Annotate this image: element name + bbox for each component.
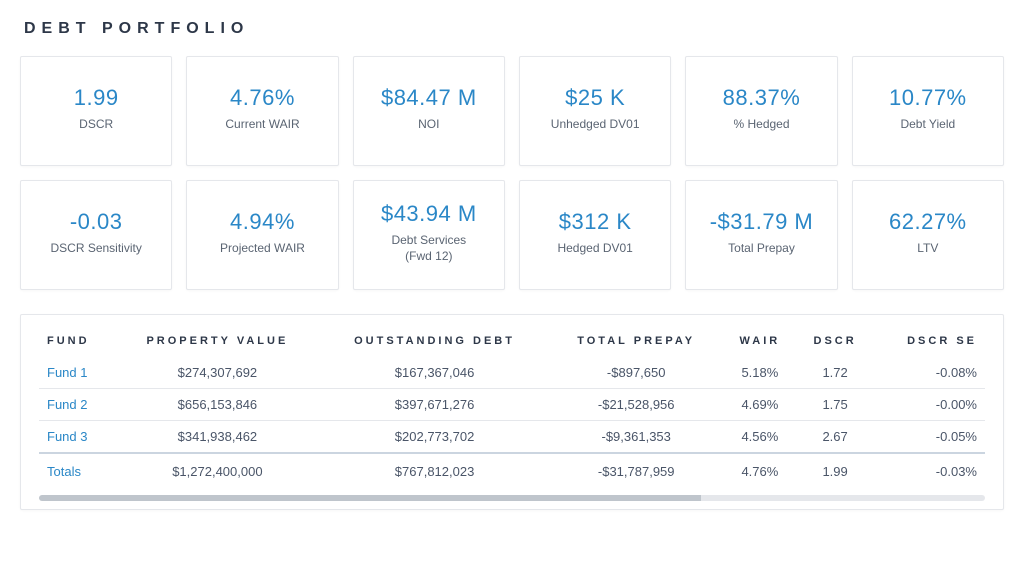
table-cell: -$897,650 <box>549 357 723 389</box>
kpi-card: -$31.79 M Total Prepay <box>685 180 837 290</box>
table-cell: $656,153,846 <box>115 389 320 421</box>
horizontal-scrollbar[interactable] <box>39 495 985 501</box>
kpi-card: 4.76% Current WAIR <box>186 56 338 166</box>
kpi-label: LTV <box>861 241 995 257</box>
table-header-cell: PROPERTY VALUE <box>115 329 320 357</box>
kpi-label: DSCR <box>29 117 163 133</box>
kpi-value: 10.77% <box>861 85 995 111</box>
kpi-value: 62.27% <box>861 209 995 235</box>
kpi-card: 1.99 DSCR <box>20 56 172 166</box>
table-header-cell: DSCR SE <box>873 329 985 357</box>
kpi-value: -0.03 <box>29 209 163 235</box>
table-cell: 4.69% <box>723 389 797 421</box>
table-total-cell: 1.99 <box>797 453 874 485</box>
table-cell: -0.08% <box>873 357 985 389</box>
table-total-cell: $767,812,023 <box>320 453 550 485</box>
fund-table-container: FUNDPROPERTY VALUEOUTSTANDING DEBTTOTAL … <box>20 314 1004 510</box>
table-row[interactable]: Fund 1$274,307,692$167,367,046-$897,6505… <box>39 357 985 389</box>
table-total-cell: 4.76% <box>723 453 797 485</box>
kpi-label: Debt Yield <box>861 117 995 133</box>
kpi-card: 62.27% LTV <box>852 180 1004 290</box>
kpi-grid: 1.99 DSCR 4.76% Current WAIR $84.47 M NOI $25 … <box>20 56 1004 290</box>
table-cell: Fund 3 <box>39 421 115 454</box>
table-cell: 1.75 <box>797 389 874 421</box>
kpi-card: $84.47 M NOI <box>353 56 505 166</box>
table-total-cell: $1,272,400,000 <box>115 453 320 485</box>
table-cell: -$9,361,353 <box>549 421 723 454</box>
table-total-cell: -$31,787,959 <box>549 453 723 485</box>
table-cell: 1.72 <box>797 357 874 389</box>
table-cell: $341,938,462 <box>115 421 320 454</box>
table-header-cell: TOTAL PREPAY <box>549 329 723 357</box>
table-cell: -0.05% <box>873 421 985 454</box>
kpi-label: Debt Services (Fwd 12) <box>362 233 496 264</box>
page-title: DEBT PORTFOLIO <box>24 20 1004 38</box>
kpi-value: 1.99 <box>29 85 163 111</box>
kpi-card: $312 K Hedged DV01 <box>519 180 671 290</box>
kpi-label: NOI <box>362 117 496 133</box>
kpi-card: -0.03 DSCR Sensitivity <box>20 180 172 290</box>
table-row[interactable]: Fund 3$341,938,462$202,773,702-$9,361,35… <box>39 421 985 454</box>
kpi-card: 10.77% Debt Yield <box>852 56 1004 166</box>
table-cell: -$21,528,956 <box>549 389 723 421</box>
table-cell: 4.56% <box>723 421 797 454</box>
table-cell: 5.18% <box>723 357 797 389</box>
kpi-value: -$31.79 M <box>694 209 828 235</box>
kpi-value: 88.37% <box>694 85 828 111</box>
kpi-label: % Hedged <box>694 117 828 133</box>
kpi-card: 88.37% % Hedged <box>685 56 837 166</box>
kpi-label: DSCR Sensitivity <box>29 241 163 257</box>
table-header-cell: DSCR <box>797 329 874 357</box>
kpi-card: 4.94% Projected WAIR <box>186 180 338 290</box>
table-cell: $397,671,276 <box>320 389 550 421</box>
table-cell: $167,367,046 <box>320 357 550 389</box>
table-cell: $274,307,692 <box>115 357 320 389</box>
table-cell: 2.67 <box>797 421 874 454</box>
kpi-card: $25 K Unhedged DV01 <box>519 56 671 166</box>
table-row[interactable]: Fund 2$656,153,846$397,671,276-$21,528,9… <box>39 389 985 421</box>
table-header-cell: WAIR <box>723 329 797 357</box>
kpi-value: $312 K <box>528 209 662 235</box>
kpi-value: 4.94% <box>195 209 329 235</box>
table-header-cell: FUND <box>39 329 115 357</box>
table-cell: -0.00% <box>873 389 985 421</box>
kpi-value: $25 K <box>528 85 662 111</box>
kpi-label: Projected WAIR <box>195 241 329 257</box>
table-cell: Fund 1 <box>39 357 115 389</box>
kpi-label: Hedged DV01 <box>528 241 662 257</box>
fund-table: FUNDPROPERTY VALUEOUTSTANDING DEBTTOTAL … <box>39 329 985 485</box>
table-total-cell: Totals <box>39 453 115 485</box>
kpi-label: Current WAIR <box>195 117 329 133</box>
kpi-card: $43.94 M Debt Services (Fwd 12) <box>353 180 505 290</box>
table-header-cell: OUTSTANDING DEBT <box>320 329 550 357</box>
table-cell: Fund 2 <box>39 389 115 421</box>
table-total-cell: -0.03% <box>873 453 985 485</box>
kpi-value: $84.47 M <box>362 85 496 111</box>
kpi-value: $43.94 M <box>362 201 496 227</box>
table-cell: $202,773,702 <box>320 421 550 454</box>
kpi-label: Total Prepay <box>694 241 828 257</box>
kpi-label: Unhedged DV01 <box>528 117 662 133</box>
kpi-value: 4.76% <box>195 85 329 111</box>
